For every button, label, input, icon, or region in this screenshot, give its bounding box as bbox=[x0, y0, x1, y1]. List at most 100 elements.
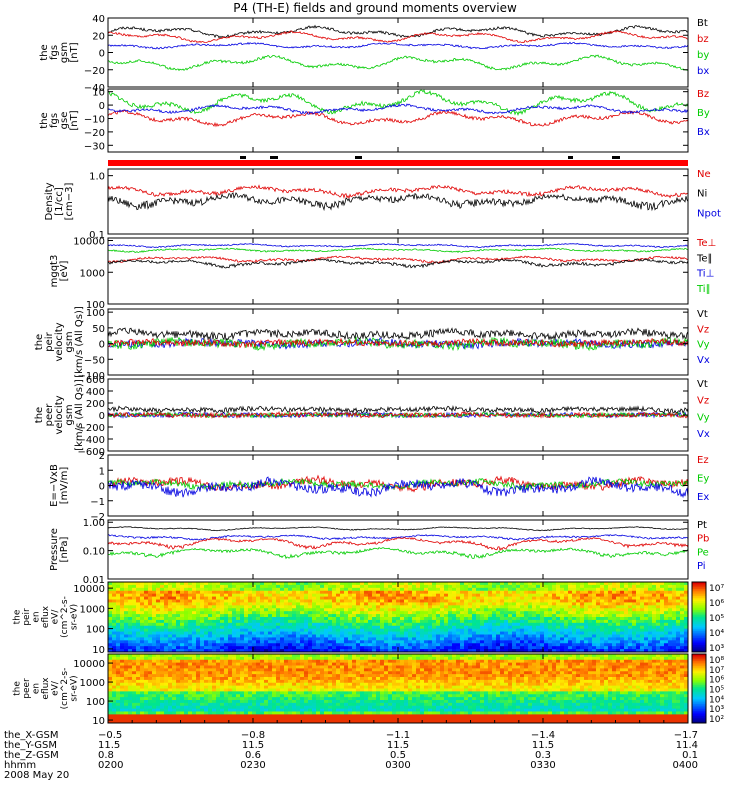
spectrogram-cell bbox=[636, 646, 640, 649]
spectrogram-cell bbox=[528, 629, 532, 632]
spectrogram-cell bbox=[308, 671, 312, 674]
spectrogram-cell bbox=[152, 663, 156, 666]
spectrogram-cell bbox=[212, 660, 216, 663]
spectrogram-cell bbox=[212, 646, 216, 649]
spectrogram-cell bbox=[140, 617, 144, 620]
spectrogram-cell bbox=[112, 623, 116, 626]
spectrogram-cell bbox=[232, 632, 236, 635]
spectrogram-cell bbox=[388, 605, 392, 608]
spectrogram-cell bbox=[144, 632, 148, 635]
spectrogram-cell bbox=[536, 614, 540, 617]
spectrogram-cell bbox=[240, 632, 244, 635]
spectrogram-cell bbox=[228, 683, 232, 686]
spectrogram-cell bbox=[552, 611, 556, 614]
spectrogram-cell bbox=[404, 632, 408, 635]
spectrogram-cell bbox=[276, 683, 280, 686]
spectrogram-cell bbox=[448, 626, 452, 629]
spectrogram-cell bbox=[680, 623, 684, 626]
spectrogram-cell bbox=[196, 594, 200, 597]
spectrogram-cell bbox=[376, 637, 380, 640]
spectrogram-cell bbox=[156, 623, 160, 626]
spectrogram-cell bbox=[304, 626, 308, 629]
spectrogram-cell bbox=[272, 640, 276, 643]
spectrogram-cell bbox=[168, 635, 172, 638]
spectrogram-cell bbox=[444, 591, 448, 594]
spectrogram-cell bbox=[216, 700, 220, 703]
spectrogram-cell bbox=[424, 640, 428, 643]
spectrogram-cell bbox=[424, 643, 428, 646]
spectrogram-cell bbox=[252, 680, 256, 683]
spectrogram-cell bbox=[256, 657, 260, 660]
spectrogram-cell bbox=[156, 712, 160, 715]
spectrogram-cell bbox=[500, 594, 504, 597]
spectrogram-cell bbox=[232, 671, 236, 674]
spectrogram-cell bbox=[556, 611, 560, 614]
spectrogram-cell bbox=[592, 640, 596, 643]
spectrogram-cell bbox=[600, 600, 604, 603]
spectrogram-cell bbox=[276, 632, 280, 635]
y-tick-label: 0 bbox=[99, 482, 105, 493]
spectrogram-cell bbox=[312, 635, 316, 638]
spectrogram-cell bbox=[524, 611, 528, 614]
spectrogram-cell bbox=[120, 712, 124, 715]
spectrogram-cell bbox=[144, 663, 148, 666]
spectrogram-cell bbox=[248, 674, 252, 677]
spectrogram-cell bbox=[228, 703, 232, 706]
spectrogram-cell bbox=[596, 637, 600, 640]
spectrogram-cell bbox=[248, 680, 252, 683]
spectrogram-cell bbox=[352, 594, 356, 597]
spectrogram-cell bbox=[308, 691, 312, 694]
spectrogram-cell bbox=[268, 632, 272, 635]
spectrogram-cell bbox=[124, 663, 128, 666]
spectrogram-cell bbox=[184, 620, 188, 623]
spectrogram-cell bbox=[180, 629, 184, 632]
spectrogram-cell bbox=[148, 671, 152, 674]
spectrogram-cell bbox=[624, 597, 628, 600]
spectrogram-cell bbox=[364, 611, 368, 614]
spectrogram-cell bbox=[464, 591, 468, 594]
spectrogram-cell bbox=[276, 686, 280, 689]
spectrogram-cell bbox=[388, 640, 392, 643]
spectrogram-cell bbox=[196, 602, 200, 605]
spectrogram-cell bbox=[588, 608, 592, 611]
spectrogram-cell bbox=[396, 600, 400, 603]
spectrogram-cell bbox=[256, 605, 260, 608]
spectrogram-cell bbox=[300, 657, 304, 660]
spectrogram-cell bbox=[412, 640, 416, 643]
spectrogram-cell bbox=[260, 635, 264, 638]
spectrogram-cell bbox=[612, 585, 616, 588]
spectrogram-cell bbox=[516, 611, 520, 614]
spectrogram-cell bbox=[188, 666, 192, 669]
spectrogram-cell bbox=[532, 585, 536, 588]
spectrogram-cell bbox=[144, 585, 148, 588]
spectrogram-cell bbox=[208, 709, 212, 712]
spectrogram-cell bbox=[560, 597, 564, 600]
spectrogram-cell bbox=[388, 588, 392, 591]
spectrogram-cell bbox=[284, 689, 288, 692]
spectrogram-cell bbox=[372, 588, 376, 591]
spectrogram-cell bbox=[444, 617, 448, 620]
spectrogram-cell bbox=[316, 605, 320, 608]
spectrogram-cell bbox=[372, 605, 376, 608]
spectrogram-cell bbox=[652, 617, 656, 620]
series-line-Ne bbox=[108, 185, 688, 198]
spectrogram-cell bbox=[604, 626, 608, 629]
spectrogram-cell bbox=[532, 626, 536, 629]
spectrogram-cell bbox=[152, 700, 156, 703]
spectrogram-cell bbox=[432, 635, 436, 638]
spectrogram-cell bbox=[416, 626, 420, 629]
spectrogram-cell bbox=[648, 626, 652, 629]
spectrogram-cell bbox=[172, 640, 176, 643]
spectrogram-cell bbox=[184, 686, 188, 689]
spectrogram-cell bbox=[188, 697, 192, 700]
spectrogram-cell bbox=[264, 666, 268, 669]
spectrogram-cell bbox=[480, 608, 484, 611]
spectrogram-cell bbox=[300, 694, 304, 697]
spectrogram-cell bbox=[420, 602, 424, 605]
spectrogram-cell bbox=[268, 663, 272, 666]
spectrogram-cell bbox=[256, 660, 260, 663]
spectrogram-cell bbox=[536, 640, 540, 643]
colorbar-label: 10⁷ bbox=[709, 584, 724, 594]
spectrogram-cell bbox=[240, 689, 244, 692]
spectrogram-cell bbox=[524, 597, 528, 600]
